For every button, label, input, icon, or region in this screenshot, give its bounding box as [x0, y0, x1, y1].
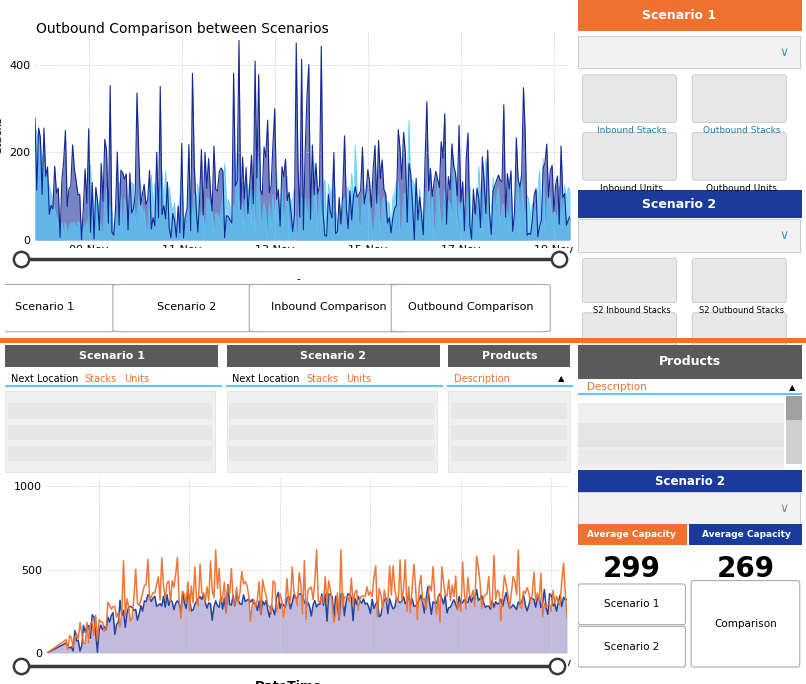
Bar: [578, 0, 802, 31]
Bar: [787, 396, 802, 464]
Text: Stacks: Stacks: [85, 373, 117, 384]
Bar: [578, 403, 784, 464]
Bar: [8, 425, 212, 440]
Bar: [5, 391, 215, 472]
Text: Scenario 2: Scenario 2: [655, 475, 725, 488]
Bar: [8, 404, 212, 419]
Text: DateTime: DateTime: [256, 681, 322, 684]
FancyBboxPatch shape: [692, 313, 787, 357]
Text: ∨: ∨: [779, 229, 788, 242]
Text: Outbound Comparison between Scenarios: Outbound Comparison between Scenarios: [36, 22, 329, 36]
Bar: [451, 446, 567, 461]
FancyBboxPatch shape: [692, 75, 787, 122]
FancyBboxPatch shape: [249, 285, 409, 332]
Text: S2 Outbound Stacks: S2 Outbound Stacks: [699, 306, 784, 315]
FancyBboxPatch shape: [113, 285, 260, 332]
Bar: [578, 423, 784, 447]
FancyBboxPatch shape: [583, 133, 676, 180]
Text: Next Location: Next Location: [232, 373, 300, 384]
Text: 299: 299: [603, 555, 661, 583]
Text: ▲: ▲: [558, 373, 564, 382]
Bar: [451, 404, 567, 419]
FancyBboxPatch shape: [583, 259, 676, 302]
Text: Scenario 2: Scenario 2: [301, 351, 366, 361]
Text: Inbound Units: Inbound Units: [600, 183, 663, 193]
Y-axis label: Stacks: Stacks: [0, 117, 3, 153]
Text: S2 Inbound Stacks: S2 Inbound Stacks: [593, 306, 671, 315]
FancyBboxPatch shape: [578, 220, 800, 252]
Text: DateTime: DateTime: [256, 279, 324, 292]
Text: ▲: ▲: [789, 383, 796, 392]
Bar: [8, 446, 212, 461]
Text: Comparison: Comparison: [714, 619, 777, 629]
Text: Scenario 2: Scenario 2: [642, 198, 716, 211]
Bar: [578, 345, 802, 379]
Text: Description: Description: [587, 382, 646, 393]
Text: Outbound Stacks: Outbound Stacks: [703, 126, 780, 135]
Text: Products: Products: [482, 351, 537, 361]
Text: Average Capacity: Average Capacity: [588, 530, 676, 539]
Text: Inbound Comparison: Inbound Comparison: [271, 302, 387, 313]
Text: Products: Products: [659, 356, 721, 369]
Bar: [689, 524, 802, 545]
FancyBboxPatch shape: [578, 627, 686, 667]
FancyBboxPatch shape: [391, 285, 550, 332]
FancyBboxPatch shape: [583, 75, 676, 122]
Text: Scenario 1: Scenario 1: [604, 599, 659, 609]
Text: Outbound Comparison: Outbound Comparison: [408, 302, 534, 313]
Bar: [578, 190, 802, 218]
Text: ∨: ∨: [779, 502, 788, 515]
Text: 269: 269: [717, 555, 775, 583]
Text: Description: Description: [454, 373, 509, 384]
Bar: [578, 450, 784, 469]
FancyBboxPatch shape: [692, 133, 787, 180]
Bar: [230, 446, 434, 461]
FancyBboxPatch shape: [0, 285, 118, 332]
Text: Next Location: Next Location: [10, 373, 78, 384]
FancyBboxPatch shape: [578, 36, 800, 68]
Bar: [448, 391, 570, 472]
Bar: [578, 471, 802, 492]
FancyBboxPatch shape: [692, 259, 787, 302]
Text: Average Capacity: Average Capacity: [701, 530, 791, 539]
Bar: [226, 391, 437, 472]
Text: Units: Units: [346, 373, 371, 384]
Text: Inbound Stacks: Inbound Stacks: [597, 126, 667, 135]
Text: ∨: ∨: [779, 46, 788, 59]
Text: Scenario 2: Scenario 2: [604, 642, 659, 652]
Bar: [5, 345, 218, 367]
Bar: [787, 396, 802, 419]
FancyBboxPatch shape: [578, 584, 686, 624]
FancyBboxPatch shape: [691, 581, 800, 667]
Bar: [578, 524, 687, 545]
Text: Scenario 1: Scenario 1: [15, 302, 74, 313]
Text: Outbound Units: Outbound Units: [706, 183, 777, 193]
FancyBboxPatch shape: [578, 492, 800, 525]
Text: Scenario 1: Scenario 1: [79, 351, 145, 361]
Text: S2 Outbound Units: S2 Outbound Units: [702, 364, 781, 373]
Bar: [448, 345, 570, 367]
FancyBboxPatch shape: [583, 313, 676, 357]
Text: Units: Units: [124, 373, 149, 384]
Bar: [230, 425, 434, 440]
Text: Scenario 1: Scenario 1: [642, 9, 716, 22]
Text: S2 Inbound Units: S2 Inbound Units: [596, 364, 667, 373]
Text: Stacks: Stacks: [306, 373, 339, 384]
Bar: [226, 345, 439, 367]
Text: Scenario 2: Scenario 2: [157, 302, 216, 313]
Bar: [451, 425, 567, 440]
Bar: [230, 404, 434, 419]
